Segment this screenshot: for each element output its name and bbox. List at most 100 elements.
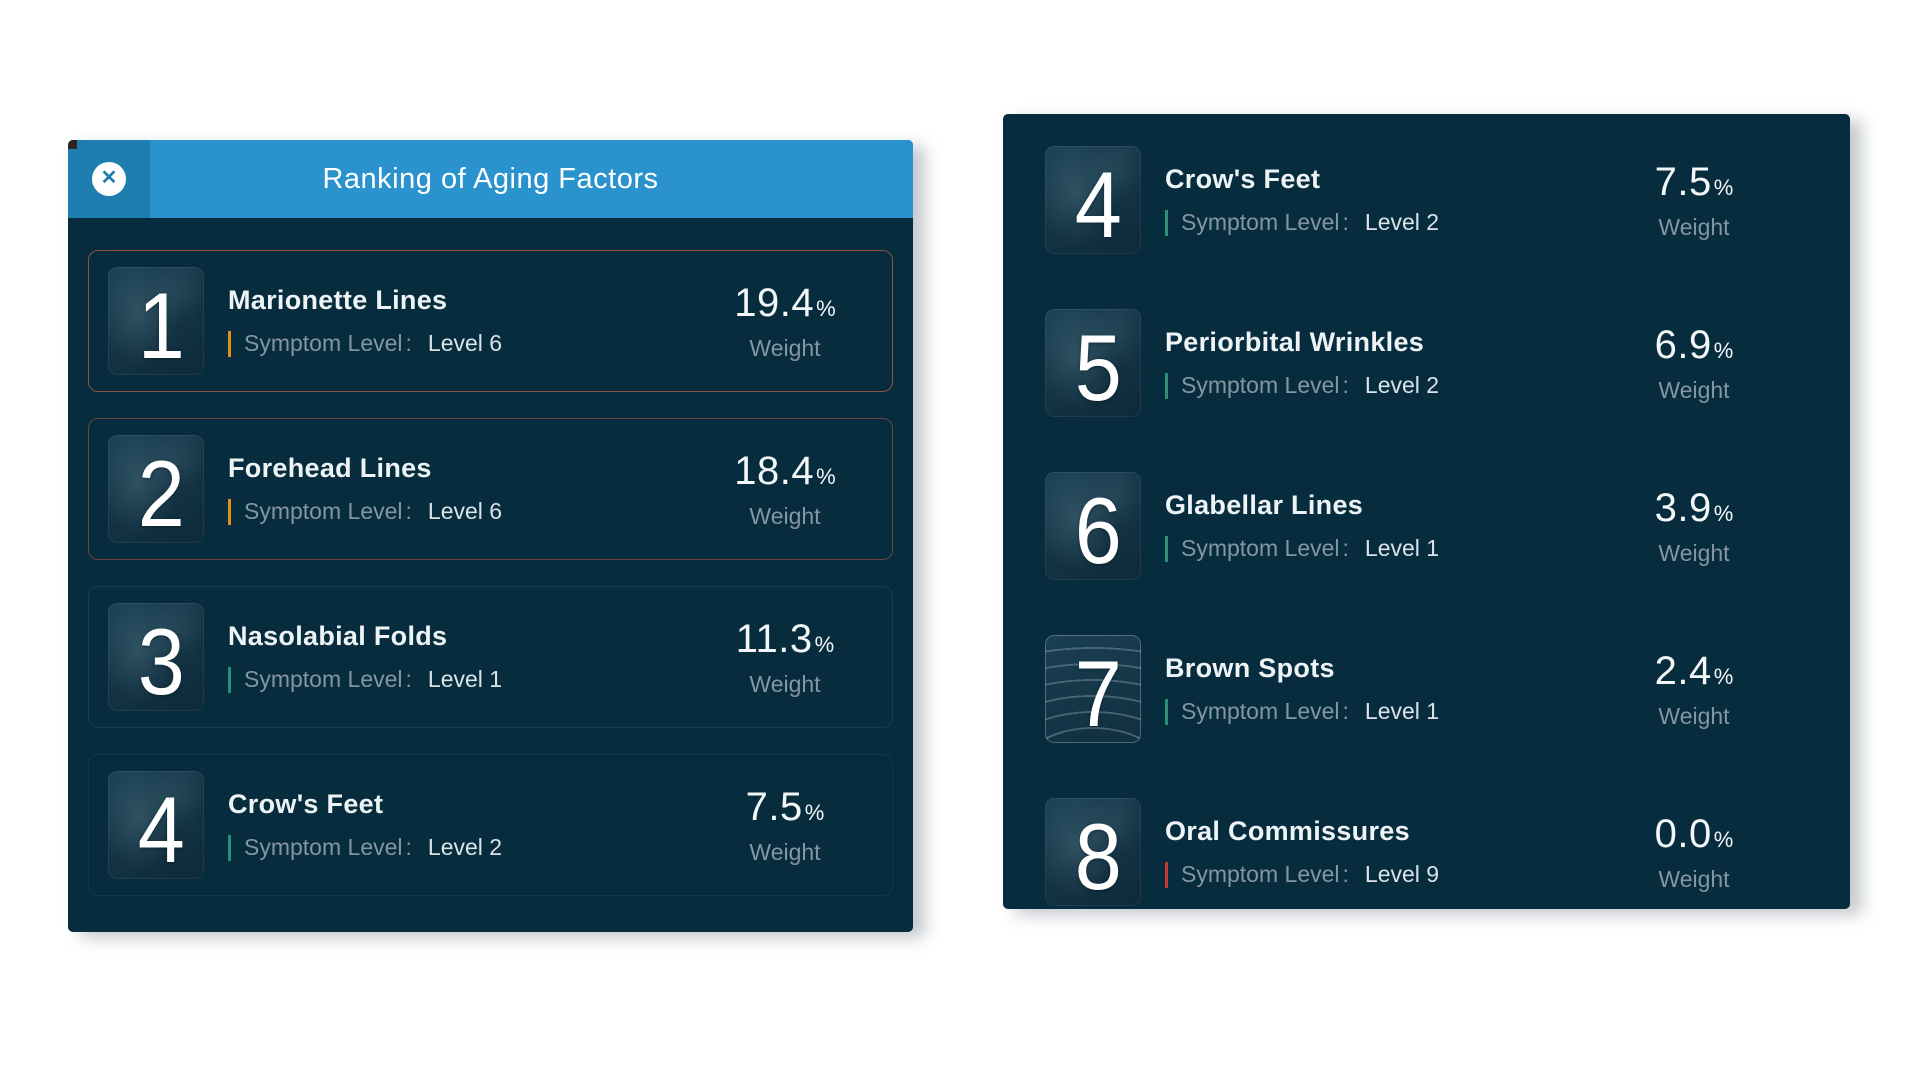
weight-number: 11.3% bbox=[736, 617, 834, 662]
factor-name: Oral Commissures bbox=[1165, 816, 1410, 846]
ranking-row[interactable]: 3 Nasolabial Folds Symptom Level : Level… bbox=[88, 586, 893, 728]
ranking-row[interactable]: 4 Crow's Feet Symptom Level : Level 2 7.… bbox=[88, 754, 893, 896]
level-color-tick bbox=[1165, 861, 1168, 888]
weight-column: 7.5% Weight bbox=[696, 785, 874, 866]
colon-separator: : bbox=[1342, 372, 1349, 398]
symptom-level-line: Symptom Level : Level 1 bbox=[1165, 698, 1605, 725]
colon-separator: : bbox=[1342, 535, 1349, 561]
face-thumbnail: 3 bbox=[108, 603, 204, 711]
close-button[interactable]: ✕ bbox=[68, 140, 150, 218]
percent-sign: % bbox=[814, 631, 835, 657]
weight-column: 7.5% Weight bbox=[1605, 160, 1783, 241]
symptom-level-line: Symptom Level : Level 6 bbox=[228, 330, 696, 357]
factor-info: Crow's Feet Symptom Level : Level 2 bbox=[228, 789, 696, 861]
ranking-row[interactable]: 1 Marionette Lines Symptom Level : Level… bbox=[88, 250, 893, 392]
ranking-row[interactable]: 2 Forehead Lines Symptom Level : Level 6… bbox=[88, 418, 893, 560]
symptom-level-label: Symptom Level bbox=[1181, 209, 1340, 235]
ranking-row[interactable]: 7 Brown Spots Symptom Level : Level 1 2.… bbox=[1025, 618, 1802, 760]
percent-sign: % bbox=[816, 295, 836, 321]
factor-info: Periorbital Wrinkles Symptom Level : Lev… bbox=[1165, 327, 1605, 399]
level-color-tick bbox=[228, 498, 231, 525]
percent-sign: % bbox=[1713, 337, 1734, 363]
factor-info: Nasolabial Folds Symptom Level : Level 1 bbox=[228, 621, 696, 693]
weight-value: 7.5 bbox=[1654, 159, 1712, 204]
weight-column: 19.4% Weight bbox=[696, 281, 874, 362]
colon-separator: : bbox=[1342, 698, 1349, 724]
weight-value: 7.5 bbox=[745, 784, 803, 829]
symptom-level-label: Symptom Level bbox=[244, 330, 403, 356]
factor-name: Marionette Lines bbox=[228, 285, 448, 315]
face-thumbnail: 2 bbox=[108, 435, 204, 543]
symptom-level-label: Symptom Level bbox=[1181, 535, 1340, 561]
weight-value: 18.4 bbox=[734, 448, 815, 493]
weight-label: Weight bbox=[1658, 865, 1730, 892]
weight-number: 19.4% bbox=[734, 281, 835, 326]
weight-column: 18.4% Weight bbox=[696, 449, 874, 530]
weight-number: 2.4% bbox=[1655, 649, 1734, 694]
colon-separator: : bbox=[405, 666, 412, 692]
close-icon: ✕ bbox=[100, 167, 118, 189]
ranking-row[interactable]: 6 Glabellar Lines Symptom Level : Level … bbox=[1025, 455, 1802, 597]
colon-separator: : bbox=[1342, 861, 1349, 887]
weight-value: 11.3 bbox=[735, 616, 813, 661]
weight-label: Weight bbox=[1658, 376, 1730, 403]
symptom-level-value: Level 1 bbox=[427, 666, 503, 692]
symptom-level-value: Level 1 bbox=[1364, 535, 1440, 561]
symptom-level-value: Level 6 bbox=[427, 330, 503, 356]
rank-number: 8 bbox=[1074, 804, 1122, 909]
symptom-level-line: Symptom Level : Level 9 bbox=[1165, 861, 1605, 888]
weight-value: 19.4 bbox=[734, 280, 815, 325]
ranking-row[interactable]: 4 Crow's Feet Symptom Level : Level 2 7.… bbox=[1025, 129, 1802, 271]
face-thumbnail: 4 bbox=[108, 771, 204, 879]
weight-column: 6.9% Weight bbox=[1605, 323, 1783, 404]
rank-number: 4 bbox=[1074, 152, 1122, 258]
weight-column: 11.3% Weight bbox=[696, 617, 874, 698]
weight-value: 6.9 bbox=[1654, 322, 1712, 367]
symptom-level-line: Symptom Level : Level 1 bbox=[228, 666, 696, 693]
ranking-row[interactable]: 5 Periorbital Wrinkles Symptom Level : L… bbox=[1025, 292, 1802, 434]
level-color-tick bbox=[1165, 372, 1168, 399]
ranking-list: 1 Marionette Lines Symptom Level : Level… bbox=[68, 218, 913, 896]
level-color-tick bbox=[228, 666, 231, 693]
weight-number: 18.4% bbox=[734, 449, 835, 494]
percent-sign: % bbox=[816, 463, 836, 489]
rank-number: 7 bbox=[1074, 641, 1122, 747]
rank-number: 5 bbox=[1074, 315, 1122, 421]
rank-number: 6 bbox=[1074, 478, 1122, 584]
factor-info: Forehead Lines Symptom Level : Level 6 bbox=[228, 453, 696, 525]
level-color-tick bbox=[228, 330, 231, 357]
symptom-level-value: Level 9 bbox=[1364, 861, 1440, 887]
colon-separator: : bbox=[405, 498, 412, 524]
level-color-tick bbox=[1165, 209, 1168, 236]
weight-label: Weight bbox=[749, 670, 821, 697]
symptom-level-label: Symptom Level bbox=[244, 498, 403, 524]
corner-notch bbox=[68, 140, 77, 149]
symptom-level-label: Symptom Level bbox=[1181, 698, 1340, 724]
ranking-panel-continued: 4 Crow's Feet Symptom Level : Level 2 7.… bbox=[1003, 114, 1850, 909]
weight-value: 3.9 bbox=[1654, 485, 1712, 530]
weight-number: 3.9% bbox=[1655, 486, 1734, 531]
face-thumbnail: 1 bbox=[108, 267, 204, 375]
symptom-level-value: Level 2 bbox=[427, 834, 503, 860]
colon-separator: : bbox=[405, 834, 412, 860]
factor-info: Crow's Feet Symptom Level : Level 2 bbox=[1165, 164, 1605, 236]
face-thumbnail: 5 bbox=[1045, 309, 1141, 417]
weight-column: 2.4% Weight bbox=[1605, 649, 1783, 730]
weight-label: Weight bbox=[749, 838, 821, 865]
symptom-level-line: Symptom Level : Level 2 bbox=[1165, 372, 1605, 399]
percent-sign: % bbox=[1713, 826, 1734, 852]
percent-sign: % bbox=[1713, 500, 1734, 526]
weight-number: 7.5% bbox=[1655, 160, 1734, 205]
close-circle: ✕ bbox=[92, 162, 126, 196]
symptom-level-value: Level 2 bbox=[1364, 372, 1440, 398]
symptom-level-line: Symptom Level : Level 6 bbox=[228, 498, 696, 525]
ranking-row[interactable]: 8 Oral Commissures Symptom Level : Level… bbox=[1025, 781, 1802, 909]
weight-label: Weight bbox=[1658, 702, 1730, 729]
factor-info: Oral Commissures Symptom Level : Level 9 bbox=[1165, 816, 1605, 888]
weight-label: Weight bbox=[1658, 213, 1730, 240]
weight-value: 0.0 bbox=[1654, 811, 1712, 856]
factor-info: Brown Spots Symptom Level : Level 1 bbox=[1165, 653, 1605, 725]
symptom-level-label: Symptom Level bbox=[244, 834, 403, 860]
factor-info: Glabellar Lines Symptom Level : Level 1 bbox=[1165, 490, 1605, 562]
